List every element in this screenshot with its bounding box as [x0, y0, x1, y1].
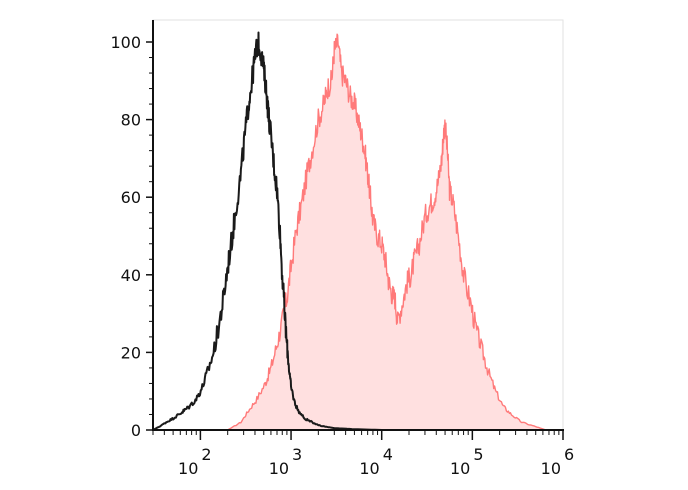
- x-tick-label-exp: 4: [383, 445, 393, 464]
- series-0-line: [191, 33, 563, 431]
- y-axis-ticks: 0 20 40 60 80 100: [110, 33, 153, 440]
- x-tick-label-base: 10: [450, 459, 470, 478]
- x-tick-label-base: 10: [178, 459, 198, 478]
- x-tick-label-exp: 3: [292, 445, 302, 464]
- x-tick-label-exp: 6: [564, 445, 574, 464]
- x-tick-label-base: 10: [269, 459, 289, 478]
- x-tick-label-base: 10: [541, 459, 561, 478]
- y-tick-label: 60: [121, 188, 141, 207]
- series-1-line: [152, 31, 382, 431]
- y-tick-label: 20: [121, 343, 141, 362]
- series-0-area: [191, 34, 563, 430]
- series-layer: [152, 31, 563, 431]
- y-tick-label: 100: [110, 33, 141, 52]
- y-tick-label: 0: [131, 421, 141, 440]
- x-tick-label-exp: 5: [473, 445, 483, 464]
- x-tick-label-exp: 2: [201, 445, 211, 464]
- x-tick-label-base: 10: [359, 459, 379, 478]
- y-tick-label: 40: [121, 266, 141, 285]
- y-tick-label: 80: [121, 111, 141, 130]
